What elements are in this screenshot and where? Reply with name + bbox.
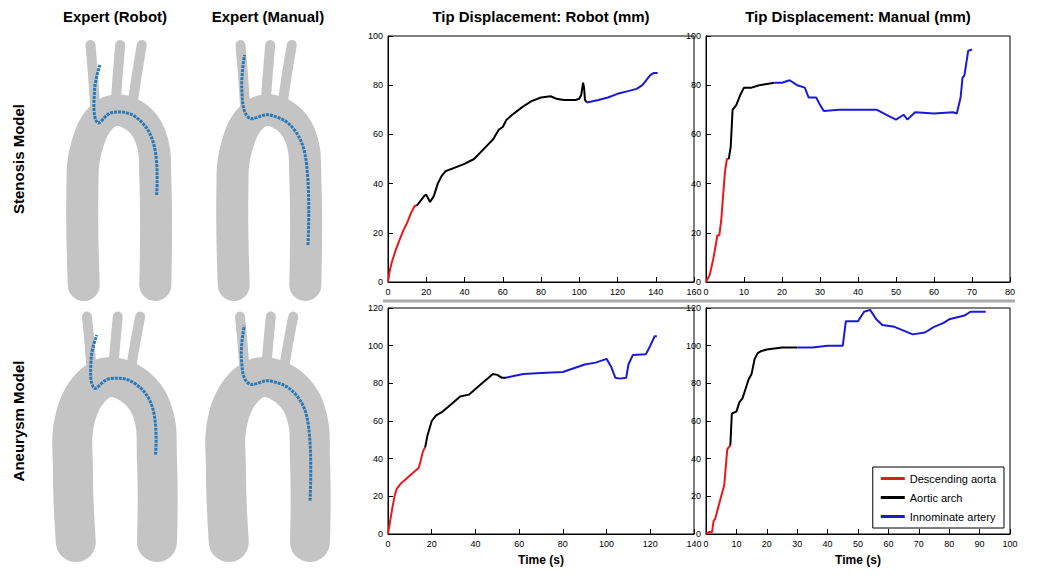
- svg-text:Aortic arch: Aortic arch: [910, 492, 963, 504]
- svg-text:80: 80: [691, 80, 701, 90]
- svg-text:Tip Displacement: Robot (mm): Tip Displacement: Robot (mm): [432, 8, 649, 25]
- svg-text:60: 60: [498, 287, 508, 297]
- svg-text:140: 140: [648, 287, 663, 297]
- svg-text:80: 80: [373, 80, 383, 90]
- svg-text:80: 80: [373, 378, 383, 388]
- svg-text:100: 100: [368, 31, 383, 41]
- svg-text:10: 10: [731, 539, 741, 549]
- svg-text:120: 120: [686, 303, 701, 313]
- svg-text:20: 20: [373, 491, 383, 501]
- svg-text:50: 50: [853, 539, 863, 549]
- svg-text:160: 160: [686, 287, 701, 297]
- svg-text:Expert (Manual): Expert (Manual): [212, 8, 325, 25]
- svg-text:0: 0: [378, 277, 383, 287]
- svg-text:70: 70: [914, 539, 924, 549]
- svg-text:80: 80: [1005, 287, 1015, 297]
- svg-text:80: 80: [691, 378, 701, 388]
- svg-text:30: 30: [792, 539, 802, 549]
- svg-text:40: 40: [823, 539, 833, 549]
- svg-text:0: 0: [385, 287, 390, 297]
- svg-text:60: 60: [514, 539, 524, 549]
- svg-text:20: 20: [421, 287, 431, 297]
- svg-text:40: 40: [373, 179, 383, 189]
- svg-text:120: 120: [610, 287, 625, 297]
- svg-text:0: 0: [696, 529, 701, 539]
- svg-text:40: 40: [459, 287, 469, 297]
- svg-text:0: 0: [703, 539, 708, 549]
- svg-text:60: 60: [691, 129, 701, 139]
- svg-text:100: 100: [599, 539, 614, 549]
- svg-text:120: 120: [368, 303, 383, 313]
- svg-text:20: 20: [373, 228, 383, 238]
- svg-text:Time (s): Time (s): [518, 553, 564, 567]
- svg-text:70: 70: [967, 287, 977, 297]
- svg-text:80: 80: [558, 539, 568, 549]
- svg-text:20: 20: [427, 539, 437, 549]
- svg-text:60: 60: [373, 129, 383, 139]
- svg-text:0: 0: [703, 287, 708, 297]
- svg-text:140: 140: [686, 539, 701, 549]
- svg-text:90: 90: [975, 539, 985, 549]
- svg-text:50: 50: [891, 287, 901, 297]
- svg-text:40: 40: [691, 179, 701, 189]
- svg-text:60: 60: [691, 416, 701, 426]
- svg-text:100: 100: [572, 287, 587, 297]
- svg-text:20: 20: [777, 287, 787, 297]
- svg-text:30: 30: [815, 287, 825, 297]
- svg-text:60: 60: [929, 287, 939, 297]
- svg-text:0: 0: [378, 529, 383, 539]
- svg-text:120: 120: [643, 539, 658, 549]
- svg-text:20: 20: [691, 491, 701, 501]
- svg-text:Time (s): Time (s): [835, 553, 881, 567]
- svg-text:40: 40: [853, 287, 863, 297]
- svg-text:Stenosis Model: Stenosis Model: [10, 104, 27, 214]
- svg-text:20: 20: [691, 228, 701, 238]
- svg-text:Descending aorta: Descending aorta: [910, 473, 997, 485]
- svg-text:Tip Displacement: Manual (mm): Tip Displacement: Manual (mm): [745, 8, 971, 25]
- svg-text:0: 0: [385, 539, 390, 549]
- svg-text:40: 40: [470, 539, 480, 549]
- svg-text:40: 40: [691, 454, 701, 464]
- svg-text:Aneurysm Model: Aneurysm Model: [10, 361, 27, 482]
- svg-text:Innominate artery: Innominate artery: [910, 511, 996, 523]
- svg-text:80: 80: [944, 539, 954, 549]
- svg-text:100: 100: [368, 341, 383, 351]
- svg-text:0: 0: [696, 277, 701, 287]
- svg-text:100: 100: [686, 341, 701, 351]
- svg-text:10: 10: [739, 287, 749, 297]
- svg-text:20: 20: [762, 539, 772, 549]
- svg-text:80: 80: [536, 287, 546, 297]
- svg-text:100: 100: [1002, 539, 1017, 549]
- svg-text:40: 40: [373, 454, 383, 464]
- svg-text:100: 100: [686, 31, 701, 41]
- svg-text:Expert (Robot): Expert (Robot): [63, 8, 167, 25]
- svg-text:60: 60: [373, 416, 383, 426]
- svg-text:60: 60: [883, 539, 893, 549]
